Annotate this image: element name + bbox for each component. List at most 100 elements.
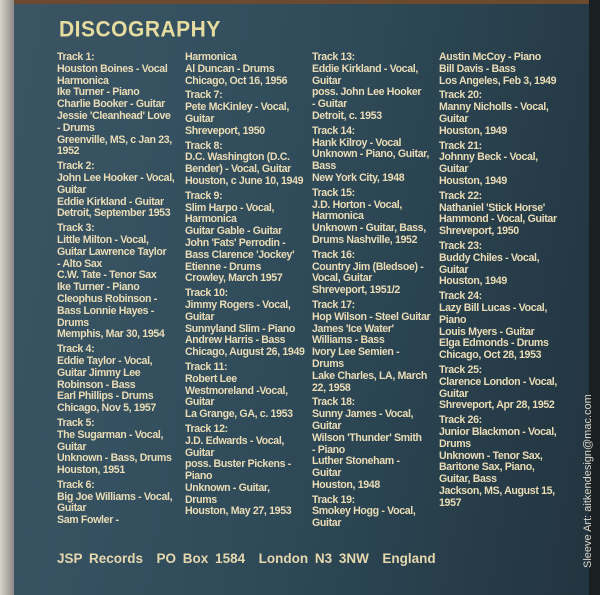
track-detail-line: Al Duncan - Drums	[185, 62, 275, 75]
track-entry: Track 19: Smokey Hogg - Vocal, Guitar	[312, 493, 440, 530]
track-detail-line: Unknown - Guitar, Bass,	[312, 222, 426, 235]
track-detail-line: Pete McKinley - Vocal,	[185, 101, 289, 114]
track-detail-line: - Drums	[57, 121, 95, 134]
track-detail-line: Earl Phillips - Drums	[57, 390, 154, 403]
track-heading: Track 13:	[312, 51, 355, 63]
track-detail-line: The Sugarman - Vocal,	[57, 428, 164, 441]
track-detail-line: Unknown - Guitar,	[185, 481, 270, 494]
track-detail-line: J.D. Edwards - Vocal,	[185, 434, 285, 447]
track-detail-line: Guitar	[57, 183, 87, 196]
track-detail-line: Luther Stoneham -	[312, 455, 400, 468]
track-detail-line: Sunny James - Vocal,	[312, 408, 414, 421]
track-detail-line: Memphis, Mar 30, 1954	[57, 328, 165, 341]
track-detail-line: Guitar, Bass	[439, 473, 497, 486]
track-detail-line: Houston, c June 10, 1949	[185, 174, 304, 187]
track-detail-line: Guitar Jimmy Lee	[57, 366, 141, 379]
track-detail-line: Country Jim (Bledsoe) -	[312, 260, 424, 273]
track-detail-line: James 'Ice Water'	[312, 322, 394, 335]
track-detail-line: Guitar	[439, 387, 469, 400]
track-detail-line: Houston Boines - Vocal	[57, 62, 168, 75]
track-entry: Track 26: Junior Blackmon - Vocal, Drums U…	[439, 414, 567, 509]
track-detail-line: Drums Nashville, 1952	[312, 233, 418, 246]
track-detail-line: Big Joe Williams - Vocal,	[57, 490, 173, 503]
track-detail-line: Houston, May 27, 1953	[185, 505, 292, 518]
booklet-edge	[589, 0, 600, 595]
track-detail-line: Guitar	[312, 517, 342, 530]
track-detail-line: Johnny Beck - Vocal,	[439, 151, 538, 164]
track-detail-line: Guitar	[185, 310, 215, 323]
track-detail-line: Piano	[185, 470, 213, 483]
track-heading: Track 8:	[185, 139, 223, 152]
track-detail-line: Shreveport, 1951/2	[312, 284, 400, 297]
track-heading: Track 4:	[57, 343, 95, 356]
track-detail-line: Lake Charles, LA, March	[312, 369, 427, 382]
track-detail-line: Junior Blackmon - Vocal,	[439, 425, 557, 438]
track-detail-line: Shreveport, 1950	[185, 124, 265, 137]
track-detail-line: Unknown - Bass, Drums	[57, 452, 172, 465]
track-heading: Track 1:	[57, 51, 95, 63]
track-entry: Track 11: Robert Lee Westmoreland -Vocal, G…	[185, 360, 313, 421]
track-detail-line: Unknown - Tenor Sax,	[439, 449, 543, 462]
track-detail-line: Bill Davis - Bass	[439, 62, 516, 75]
track-entry: Track 1: Houston Boines - Vocal Harmonica I…	[57, 51, 185, 158]
track-detail-line: Wilson 'Thunder' Smith	[312, 431, 422, 444]
track-detail-line: Piano	[439, 313, 467, 326]
track-detail-line: Clarence London - Vocal,	[439, 375, 557, 388]
track-entry: Track 14: Hank Kilroy - Vocal Unknown - Pi…	[312, 125, 440, 185]
track-detail-line: Sam Fowler -	[57, 514, 119, 527]
track-detail-line: Vocal, Guitar	[312, 272, 373, 285]
track-entry: Track 10: Jimmy Rogers - Vocal, Guitar Sunn…	[185, 287, 313, 359]
track-heading: Track 19:	[312, 493, 355, 506]
track-detail-line: Hammond - Vocal, Guitar	[439, 213, 557, 226]
track-detail-line: Guitar	[312, 467, 342, 480]
track-heading: Track 7:	[185, 89, 223, 102]
track-detail-line: Drums	[312, 357, 344, 370]
track-detail-line: John Lee Hooker - Vocal,	[57, 171, 175, 184]
track-entry: Track 8: D.C. Washington (D.C. Bender) - V…	[185, 139, 313, 188]
track-detail-line: 1957	[439, 496, 462, 509]
track-detail-line: Ike Turner - Piano	[57, 86, 140, 99]
track-detail-line: Eddie Kirkland - Guitar	[57, 195, 164, 208]
track-detail-line: Harmonica	[57, 74, 109, 87]
track-detail-line: J.D. Horton - Vocal,	[312, 198, 402, 211]
discography-column-2: Harmonica Al Duncan - Drums Chicago, Oct 1…	[185, 51, 313, 521]
track-detail-line: Harmonica	[312, 210, 364, 223]
discography-column-1: Track 1: Houston Boines - Vocal Harmonica I…	[57, 51, 185, 530]
track-heading: Track 17:	[312, 298, 355, 311]
track-heading: Track 11:	[185, 360, 228, 373]
track-detail-line: Westmoreland -Vocal,	[185, 384, 288, 397]
track-detail-line: Drums	[185, 493, 217, 506]
track-entry: Track 16: Country Jim (Bledsoe) - Vocal, G…	[312, 249, 440, 297]
track-detail-line: Drums	[57, 316, 89, 329]
track-heading: Track 26:	[439, 414, 482, 427]
track-detail-line: - Guitar	[312, 98, 347, 111]
track-detail-line: Little Milton - Vocal,	[57, 233, 149, 246]
discography-column-3: Track 13: Eddie Kirkland - Vocal, Guitar po…	[312, 51, 440, 533]
track-detail-line: Detroit, September 1953	[57, 207, 171, 220]
track-detail-line: Louis Myers - Guitar	[439, 325, 535, 338]
track-detail-line: Nathaniel 'Stick Horse'	[439, 201, 545, 214]
track-detail-line: Cleophus Robinson -	[57, 292, 157, 305]
track-detail-line: Robinson - Bass	[57, 378, 136, 391]
track-detail-line: Unknown - Piano, Guitar,	[312, 148, 429, 161]
track-detail-line: Austin McCoy - Piano	[439, 51, 541, 63]
track-detail-line: D.C. Washington (D.C.	[185, 151, 290, 164]
track-detail-line: Shreveport, Apr 28, 1952	[439, 399, 555, 412]
track-detail-line: Andrew Harris - Bass	[185, 334, 286, 347]
track-detail-line: Crowley, March 1957	[185, 272, 283, 285]
track-detail-line: Harmonica	[185, 213, 237, 226]
track-detail-line: Chicago, Oct 16, 1956	[185, 74, 288, 87]
track-detail-line: 22, 1958	[312, 381, 351, 394]
track-detail-line: Houston, 1949	[439, 174, 507, 187]
track-heading: Track 10:	[185, 287, 228, 300]
track-detail-line: Smokey Hogg - Vocal,	[312, 505, 416, 518]
track-detail-line: Baritone Sax, Piano,	[439, 461, 535, 474]
track-entry: Track 25: Clarence London - Vocal, Guitar S…	[439, 364, 567, 412]
track-detail-line: Guitar	[185, 446, 215, 459]
track-entry: Track 20: Manny Nicholls - Vocal, Guitar Ho…	[439, 90, 567, 137]
label-address: JSP Records PO Box 1584 London N3 3NW En…	[57, 551, 436, 566]
track-detail-line: - Piano	[312, 443, 345, 456]
track-detail-line: Lazy Bill Lucas - Vocal,	[439, 301, 547, 314]
track-detail-line: Chicago, August 26, 1949	[185, 346, 305, 359]
track-detail-line: Los Angeles, Feb 3, 1949	[439, 74, 557, 87]
